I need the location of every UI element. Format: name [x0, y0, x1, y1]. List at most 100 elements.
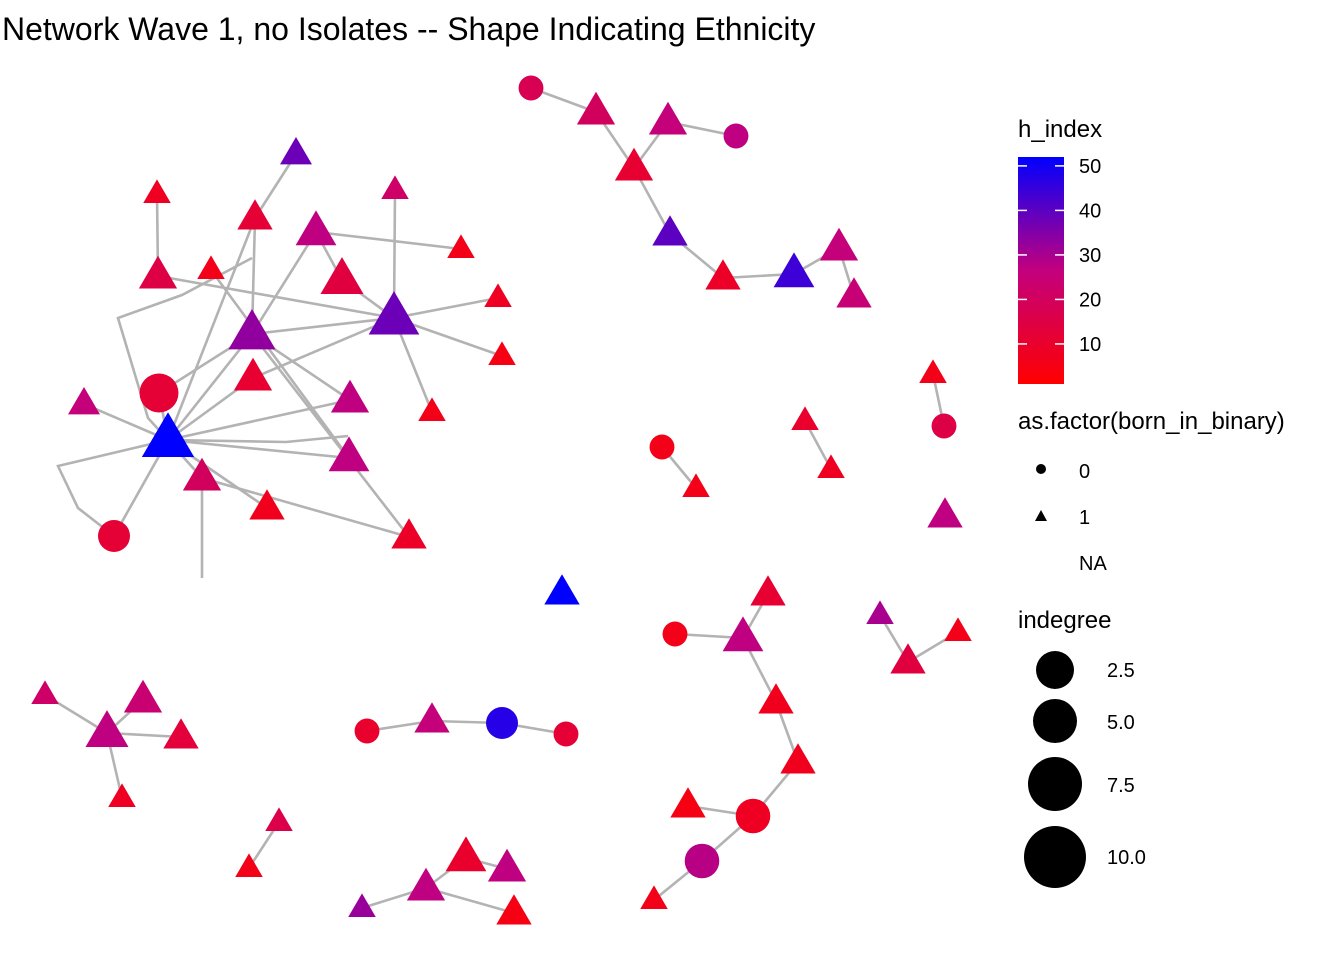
node-triangle [418, 397, 446, 421]
edge-line [252, 316, 395, 380]
edge-line [83, 402, 169, 442]
node-triangle [722, 616, 764, 652]
node-triangle [85, 710, 129, 748]
node-triangle [228, 308, 276, 350]
node-triangle [280, 137, 312, 165]
legend-size-title: indegree [1018, 607, 1111, 634]
legend-size-key [1033, 699, 1077, 743]
node-triangle [780, 743, 816, 774]
node-triangle [890, 643, 926, 674]
node-circle [723, 123, 749, 149]
node-triangle [138, 255, 178, 289]
legend-size-key [1028, 757, 1082, 811]
edge-line [166, 333, 254, 441]
colorbar-tick-label: 30 [1079, 245, 1101, 267]
legend-shape-label: NA [1079, 553, 1107, 575]
node-circle [98, 520, 130, 552]
edge-line [166, 217, 257, 441]
node-triangle [791, 406, 819, 430]
node-triangle [182, 457, 222, 491]
node-triangle [445, 836, 487, 872]
node-triangle [197, 255, 225, 279]
node-triangle [496, 894, 532, 925]
node-triangle [414, 702, 450, 733]
node-triangle [488, 341, 516, 365]
node-circle [649, 434, 675, 460]
node-triangle [484, 283, 512, 307]
node-triangle [108, 783, 136, 807]
colorbar-tick-label: 50 [1079, 156, 1101, 178]
nodes-layer [31, 75, 972, 925]
legend-size-label: 2.5 [1107, 660, 1135, 682]
colorbar-ticks: 10 20 30 40 50 [1018, 156, 1101, 356]
legend-shape-triangle-key [1035, 510, 1047, 521]
node-circle [518, 75, 544, 101]
node-triangle [163, 718, 199, 749]
node-triangle [123, 679, 163, 713]
node-triangle [640, 885, 668, 909]
legend-size-label: 10.0 [1107, 847, 1146, 869]
colorbar-tick-label: 40 [1079, 200, 1101, 222]
node-triangle [670, 787, 706, 818]
edge-line [250, 333, 411, 538]
edge-line [201, 476, 410, 539]
node-triangle [233, 357, 273, 391]
node-triangle [391, 518, 427, 549]
legend-shape-circle-key [1036, 464, 1046, 474]
legend-color-title: h_index [1018, 116, 1102, 143]
node-triangle [249, 489, 285, 520]
node-triangle [576, 91, 616, 125]
edge-path [56, 438, 169, 538]
edge-line [253, 153, 298, 219]
node-triangle [682, 473, 710, 497]
legend-shape-title: as.factor(born_in_binary) [1018, 408, 1285, 435]
node-triangle [648, 101, 688, 135]
edge-line [250, 231, 318, 335]
node-triangle [368, 291, 420, 335]
node-triangle [817, 454, 845, 478]
node-triangle [265, 807, 293, 831]
node-triangle [330, 379, 370, 413]
legend-size-label: 7.5 [1107, 775, 1135, 797]
node-circle [354, 718, 380, 744]
edge-line [251, 316, 395, 336]
edge-line [393, 296, 499, 320]
node-triangle [295, 210, 337, 246]
edge-line [167, 398, 351, 442]
edges-layer [44, 86, 959, 915]
node-circle [553, 721, 579, 747]
node-triangle [819, 227, 859, 261]
node-triangle [237, 199, 273, 230]
edge-line [209, 269, 351, 459]
legend-shape-label: 0 [1079, 461, 1090, 483]
node-triangle [235, 853, 263, 877]
node-triangle [927, 497, 963, 528]
legend-shape-label: 1 [1079, 507, 1090, 529]
node-triangle [68, 387, 100, 415]
node-circle [139, 373, 179, 413]
edge-line [167, 438, 350, 460]
edge-path [116, 256, 253, 441]
node-triangle [836, 277, 872, 308]
colorbar [1018, 157, 1064, 384]
node-triangle [31, 680, 59, 704]
node-triangle [652, 215, 688, 246]
colorbar-tick-label: 10 [1079, 334, 1101, 356]
legend-size-key [1036, 651, 1074, 689]
node-circle [735, 798, 771, 834]
node-triangle [614, 147, 654, 181]
node-triangle [381, 175, 409, 199]
node-triangle [944, 617, 972, 641]
node-triangle [919, 359, 947, 383]
node-triangle [487, 848, 527, 882]
node-triangle [320, 257, 364, 295]
node-triangle [544, 574, 580, 605]
node-triangle [750, 575, 786, 606]
node-triangle [773, 252, 815, 288]
node-triangle [141, 412, 195, 458]
colorbar-tick-label: 20 [1079, 289, 1101, 311]
node-triangle [328, 436, 370, 472]
edge-path [167, 434, 349, 444]
